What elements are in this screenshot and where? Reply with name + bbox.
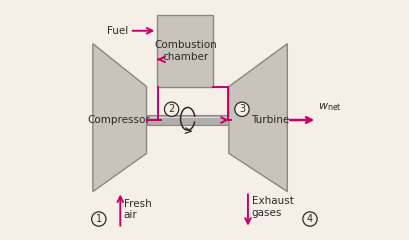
Text: Compressor: Compressor: [87, 115, 149, 125]
Text: Exhaust
gases: Exhaust gases: [251, 196, 293, 218]
Circle shape: [302, 212, 317, 226]
FancyBboxPatch shape: [146, 115, 228, 125]
Text: $\mathit{w}_{\rm net}$: $\mathit{w}_{\rm net}$: [317, 101, 341, 113]
Circle shape: [234, 102, 249, 116]
Text: Combustion
chamber: Combustion chamber: [153, 40, 216, 62]
Polygon shape: [92, 44, 146, 192]
Polygon shape: [228, 44, 287, 192]
Text: Fresh
air: Fresh air: [124, 199, 151, 220]
Text: 3: 3: [238, 104, 245, 114]
Circle shape: [92, 212, 106, 226]
FancyBboxPatch shape: [157, 15, 213, 87]
Circle shape: [164, 102, 178, 116]
Text: Turbine: Turbine: [250, 115, 289, 125]
Text: 1: 1: [96, 214, 101, 224]
Text: Fuel: Fuel: [106, 26, 128, 36]
Text: 4: 4: [306, 214, 312, 224]
Text: 2: 2: [168, 104, 174, 114]
